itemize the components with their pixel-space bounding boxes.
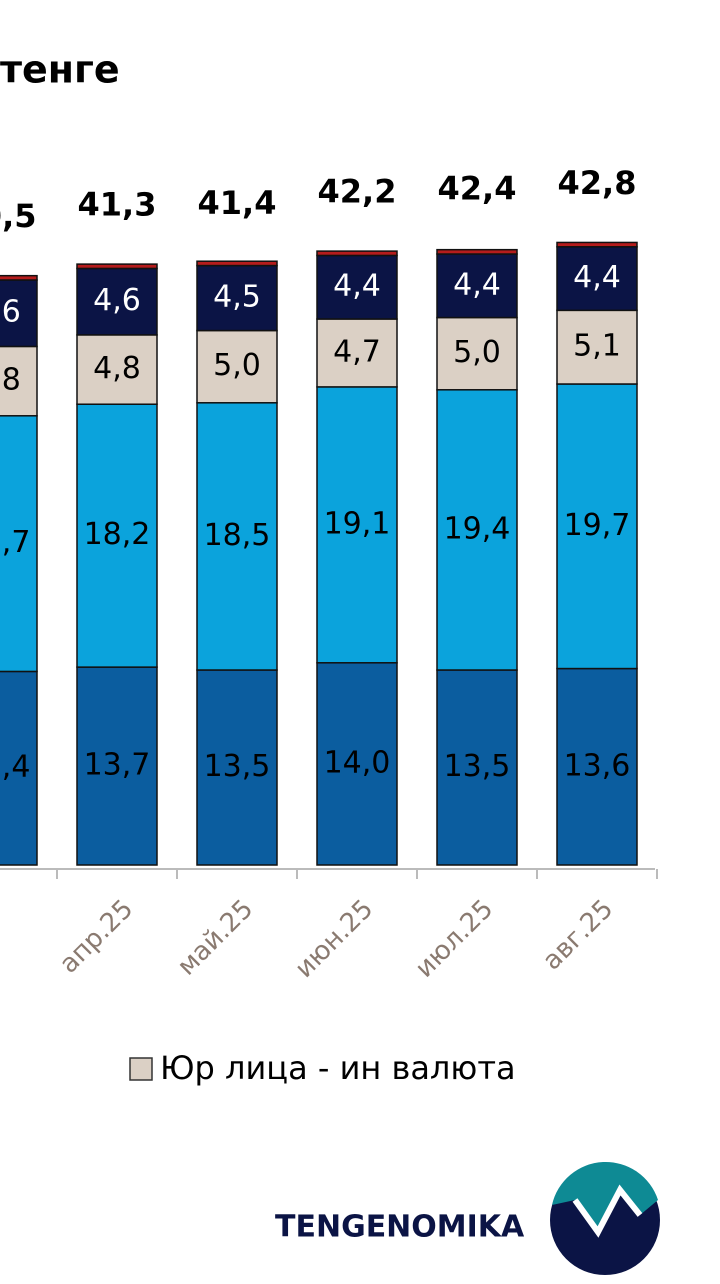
bar-segment	[0, 274, 38, 281]
value-label: 17,7	[0, 525, 30, 560]
value-label: 4,5	[213, 280, 261, 315]
bar-segment	[0, 415, 38, 673]
bar-segment	[556, 667, 638, 866]
logo-check	[572, 1184, 643, 1238]
bar-segment	[556, 241, 638, 248]
logo-arc	[552, 1161, 658, 1232]
legend-swatch	[129, 1057, 153, 1081]
bar-segment	[196, 402, 278, 671]
value-label: 5,0	[453, 335, 501, 370]
value-label: 4,4	[333, 269, 381, 304]
x-tick-label: июн.25	[289, 894, 379, 984]
total-label: 40,5	[0, 197, 36, 235]
bar-segment	[316, 254, 398, 320]
value-label: 13,7	[84, 748, 151, 783]
bar-segment	[556, 309, 638, 385]
chart-title: тенге	[0, 48, 120, 92]
bar-segment	[196, 260, 278, 267]
x-tick-label: июл.25	[410, 894, 500, 984]
bar-segment	[316, 662, 398, 866]
total-label: 42,4	[438, 170, 517, 208]
value-label: 18,2	[84, 517, 151, 552]
bar-segment	[196, 669, 278, 866]
x-tick-label: май.25	[172, 894, 260, 982]
value-label: 5,0	[213, 348, 261, 383]
total-label: 41,3	[78, 185, 157, 223]
logo-text: TENGENOMIKA	[275, 1210, 525, 1245]
bar-segment	[436, 248, 518, 255]
bar-segment	[316, 386, 398, 664]
value-label: 4,6	[93, 283, 141, 318]
bar-segment	[76, 666, 158, 866]
value-label: 13,4	[0, 750, 30, 785]
value-label: 4,6	[0, 295, 21, 330]
bar-segment	[0, 670, 38, 866]
value-label: 4,4	[453, 267, 501, 302]
value-label: 4,4	[573, 260, 621, 295]
bar-segment	[76, 263, 158, 270]
value-label: 13,5	[204, 749, 271, 784]
total-label: 42,8	[558, 164, 637, 202]
value-label: 14,0	[324, 745, 391, 780]
bar-segment	[76, 403, 158, 668]
bar-segment	[0, 345, 38, 417]
x-tick-label: авг.25	[537, 894, 619, 976]
value-label: 13,6	[564, 748, 631, 783]
bar-segment	[316, 318, 398, 388]
value-label: 13,5	[444, 749, 511, 784]
value-label: 19,1	[324, 506, 391, 541]
bar-segment	[196, 264, 278, 332]
value-label: 5,1	[573, 329, 621, 364]
bar-segment	[556, 383, 638, 670]
bar-segment	[316, 250, 398, 257]
bar-segment	[556, 246, 638, 312]
total-label: 42,2	[318, 172, 397, 210]
legend-label: Юр лица - ин валюта	[160, 1049, 516, 1087]
value-label: 4,8	[93, 351, 141, 386]
logo: TENGENOMIKA	[275, 1161, 660, 1275]
bar-segment	[196, 329, 278, 404]
bar-segment	[76, 334, 158, 405]
total-label: 41,4	[198, 184, 277, 222]
value-label: 19,7	[564, 508, 631, 543]
bar-segment	[436, 669, 518, 866]
value-label: 4,8	[0, 363, 21, 398]
bar-segment	[0, 279, 38, 348]
value-label: 4,7	[333, 334, 381, 369]
bar-segment	[76, 267, 158, 336]
value-label: 18,5	[204, 518, 271, 553]
value-label: 19,4	[444, 511, 511, 546]
x-tick-label: апр.25	[54, 894, 139, 979]
bar-segment	[436, 389, 518, 671]
